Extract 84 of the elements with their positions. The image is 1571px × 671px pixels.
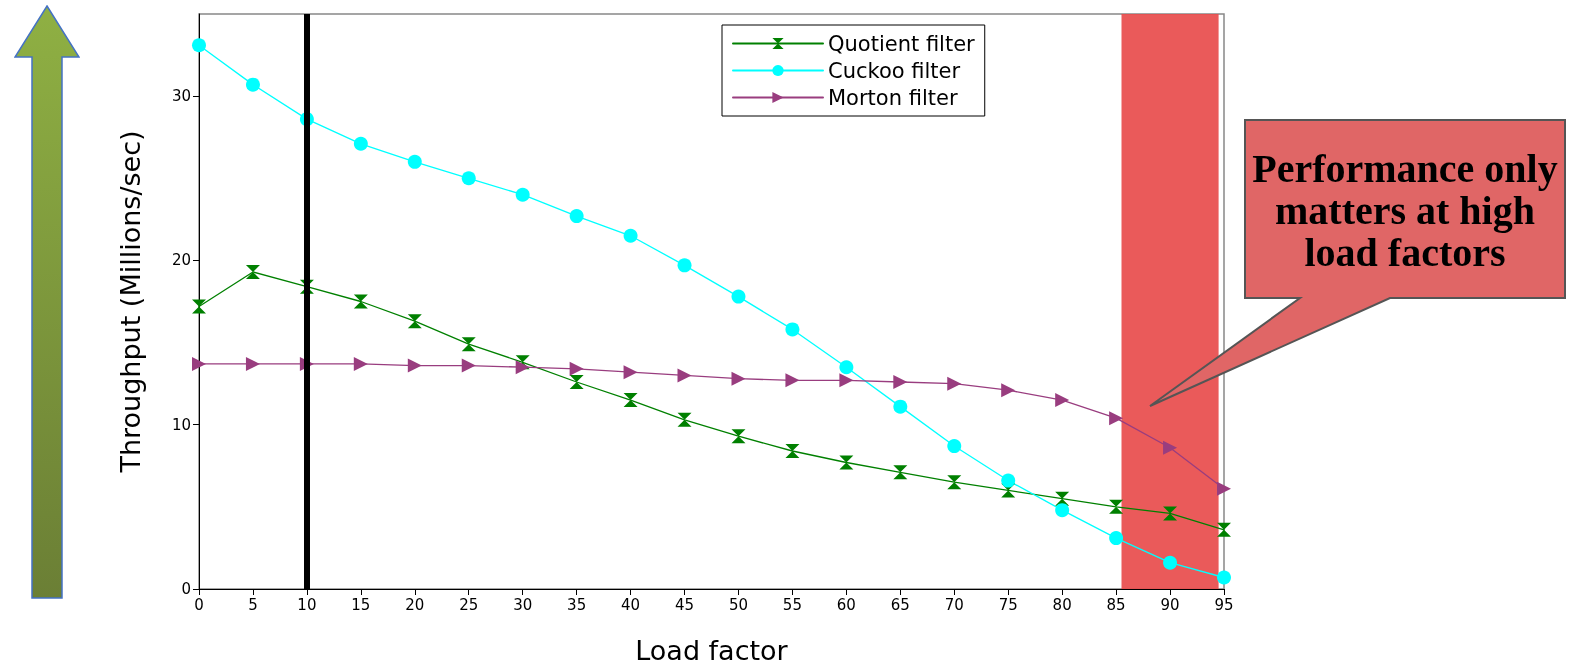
point xyxy=(1217,481,1231,496)
point xyxy=(785,322,800,337)
point xyxy=(1001,383,1016,398)
point xyxy=(192,356,206,371)
point xyxy=(461,358,476,373)
x-tick-label: 75 xyxy=(998,595,1018,614)
point xyxy=(1055,393,1070,408)
point xyxy=(1109,499,1124,514)
y-tick-label: 0 xyxy=(181,580,191,598)
y-tick-label: 10 xyxy=(171,415,191,434)
point xyxy=(245,356,260,371)
point xyxy=(947,376,962,391)
point xyxy=(353,294,368,309)
point xyxy=(839,455,854,470)
point xyxy=(1217,522,1231,537)
point xyxy=(623,365,638,380)
x-tick-label: 35 xyxy=(567,595,587,614)
point xyxy=(407,154,422,169)
x-tick-label: 80 xyxy=(1052,595,1072,614)
point xyxy=(893,375,908,389)
point xyxy=(623,228,638,243)
x-tick-label: 50 xyxy=(728,595,749,614)
x-tick-label: 15 xyxy=(351,595,371,614)
point xyxy=(1001,473,1016,488)
x-tick-label: 60 xyxy=(836,595,856,614)
point xyxy=(947,439,962,454)
x-tick-label: 70 xyxy=(944,595,964,614)
point xyxy=(1109,411,1124,426)
point xyxy=(893,399,908,414)
point xyxy=(461,337,476,352)
x-tick-label: 20 xyxy=(405,595,425,614)
point xyxy=(677,412,692,427)
point xyxy=(839,373,854,388)
point xyxy=(1163,555,1178,570)
x-tick-label: 45 xyxy=(674,595,695,614)
point xyxy=(731,289,746,304)
x-tick-label: 10 xyxy=(297,595,317,614)
point xyxy=(515,360,530,375)
x-tick-label: 40 xyxy=(621,595,641,614)
point xyxy=(839,360,854,375)
point xyxy=(353,136,368,151)
point xyxy=(407,358,422,373)
point xyxy=(192,38,206,53)
x-tick-label: 5 xyxy=(248,595,258,614)
legend-label: Cuckoo filter xyxy=(828,58,961,83)
point xyxy=(1163,506,1178,521)
point xyxy=(677,258,692,273)
point xyxy=(192,299,206,314)
point xyxy=(731,429,746,444)
point xyxy=(515,187,530,202)
point xyxy=(893,465,908,480)
y-tick-label: 30 xyxy=(171,87,191,106)
x-tick-label: 30 xyxy=(513,595,533,614)
point xyxy=(569,209,584,224)
x-tick-label: 65 xyxy=(890,595,910,614)
point xyxy=(245,264,260,279)
point xyxy=(785,373,800,388)
legend-label: Quotient filter xyxy=(828,31,976,56)
point xyxy=(1055,503,1070,518)
point xyxy=(461,171,476,186)
point xyxy=(731,371,746,386)
x-tick-label: 95 xyxy=(1214,595,1234,614)
point xyxy=(353,356,368,371)
x-tick-label: 0 xyxy=(194,595,204,614)
x-tick-label: 85 xyxy=(1106,595,1126,614)
point xyxy=(947,475,962,490)
point xyxy=(407,314,422,329)
x-axis-title: Load factor xyxy=(635,635,789,666)
point xyxy=(569,361,584,376)
x-tick-label: 90 xyxy=(1160,595,1180,614)
point xyxy=(623,393,638,408)
point xyxy=(245,77,260,92)
point xyxy=(677,368,692,383)
x-tick-label: 55 xyxy=(782,595,802,614)
band-label: Performance only matters at high load factors xyxy=(1251,144,1559,277)
point xyxy=(1109,531,1124,546)
x-tick-label: 25 xyxy=(459,595,479,614)
point xyxy=(569,375,584,389)
point xyxy=(1217,570,1231,585)
y-axis-title: Throughput (Millions/sec) xyxy=(115,130,146,474)
point xyxy=(785,444,800,458)
point xyxy=(1163,440,1178,455)
y-tick-label: 20 xyxy=(171,251,191,270)
legend-label: Morton filter xyxy=(828,85,958,110)
